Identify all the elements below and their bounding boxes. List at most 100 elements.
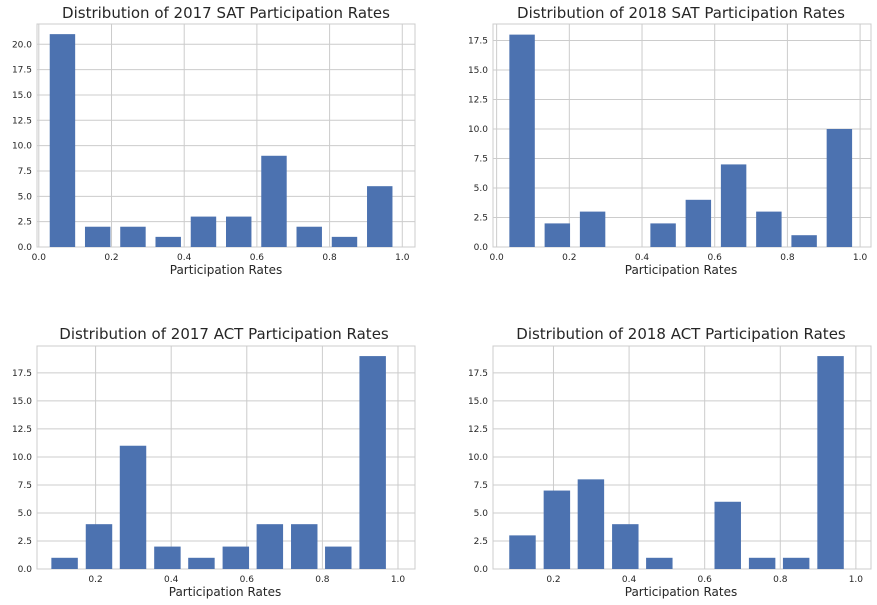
x-tick-label: 0.6 (698, 575, 713, 585)
histogram-bar (509, 535, 536, 569)
histogram-bar (296, 226, 322, 247)
chart-title: Distribution of 2018 ACT Participation R… (516, 325, 846, 343)
x-tick-label: 0.6 (250, 253, 265, 263)
histogram-bar (367, 186, 393, 247)
histogram-bar (226, 216, 252, 247)
chart-title: Distribution of 2017 SAT Participation R… (62, 4, 390, 22)
histogram-bar (119, 445, 147, 569)
x-tick-label: 0.0 (32, 253, 47, 263)
plot-frame (36, 23, 416, 248)
histogram-bar (84, 226, 111, 247)
plot-frame (492, 23, 872, 248)
x-tick-label: 0.8 (315, 575, 330, 585)
histogram-bar (577, 479, 605, 569)
histogram-bar (331, 236, 358, 247)
histogram-bar (120, 226, 146, 247)
x-tick-label: 0.8 (780, 253, 795, 263)
histogram-bar (685, 199, 712, 247)
x-tick-label: 0.2 (546, 575, 560, 585)
y-tick-label: 20.0 (12, 40, 32, 50)
x-tick-label: 0.4 (177, 253, 192, 263)
y-tick-label: 5.0 (18, 192, 33, 202)
y-tick-label: 15.0 (12, 397, 32, 407)
histogram-bar (261, 155, 287, 247)
histogram-bar (49, 34, 76, 247)
histogram-bar (256, 524, 284, 569)
y-tick-label: 12.5 (468, 425, 488, 435)
histogram-bar (155, 236, 181, 247)
histogram-bar (782, 557, 810, 569)
x-tick-label: 0.2 (562, 253, 576, 263)
x-tick-label: 1.0 (395, 253, 410, 263)
y-tick-label: 5.0 (474, 509, 489, 519)
y-tick-label: 0.0 (474, 565, 489, 575)
y-tick-label: 15.0 (12, 91, 32, 101)
chart-2018-act: 0.0 2.5 5.0 7.5 10.0 12.5 15.0 17.5 0.2 0.4 0.6 0.8… (468, 325, 872, 599)
histogram-bar (650, 223, 676, 247)
x-tick-label: 0.4 (635, 253, 650, 263)
y-tick-label: 12.5 (468, 96, 488, 106)
x-tick-label: 0.4 (622, 575, 637, 585)
y-tick-label: 7.5 (474, 481, 488, 491)
x-tick-label: 0.0 (489, 253, 504, 263)
y-tick-label: 0.0 (474, 243, 489, 253)
y-tick-label: 10.0 (12, 142, 32, 152)
y-tick-label: 17.5 (12, 369, 32, 379)
plot-frame (492, 345, 872, 570)
histogram-bar (748, 557, 776, 569)
y-tick-label: 7.5 (474, 155, 488, 165)
y-tick-label: 0.0 (18, 243, 33, 253)
histogram-bar (817, 356, 844, 569)
y-tick-label: 10.0 (468, 125, 488, 135)
x-tick-label: 1.0 (849, 575, 864, 585)
x-axis-label: Participation Rates (625, 263, 738, 277)
histogram-bar (646, 557, 673, 569)
histogram-bar (720, 164, 747, 247)
y-tick-label: 17.5 (468, 37, 488, 47)
histogram-bar (544, 223, 571, 247)
x-tick-label: 1.0 (391, 575, 406, 585)
histogram-bar (612, 524, 639, 569)
histogram-bar (714, 501, 741, 569)
y-tick-label: 7.5 (18, 167, 32, 177)
y-tick-label: 7.5 (18, 481, 32, 491)
x-tick-label: 0.6 (708, 253, 723, 263)
histogram-bar (791, 235, 817, 247)
histogram-bar (188, 557, 215, 569)
histogram-bar (190, 216, 217, 247)
histogram-bar (291, 524, 318, 569)
y-tick-label: 2.5 (474, 214, 488, 224)
histogram-bar (325, 546, 352, 569)
chart-2018-sat: 0.0 2.5 5.0 7.5 10.0 12.5 15.0 17.5 0.0 0.2 0.4 0.6… (468, 4, 872, 277)
x-tick-label: 0.2 (104, 253, 118, 263)
chart-title: Distribution of 2017 ACT Participation R… (59, 325, 389, 343)
x-axis-label: Participation Rates (625, 585, 738, 599)
y-tick-label: 5.0 (18, 509, 33, 519)
y-tick-label: 2.5 (18, 218, 32, 228)
histogram-bar (359, 356, 386, 569)
chart-2017-sat: 0.0 2.5 5.0 7.5 10.0 12.5 15.0 17.5 20.0 0.0 0.2 0.… (12, 4, 416, 277)
x-tick-label: 0.8 (773, 575, 788, 585)
y-tick-label: 15.0 (468, 397, 488, 407)
x-tick-label: 0.4 (164, 575, 179, 585)
histogram-bar (154, 546, 181, 569)
chart-title: Distribution of 2018 SAT Participation R… (517, 4, 845, 22)
y-tick-label: 2.5 (474, 537, 488, 547)
y-tick-label: 10.0 (12, 453, 32, 463)
x-tick-label: 1.0 (853, 253, 868, 263)
histogram-bar (509, 34, 535, 247)
histogram-bar (579, 211, 606, 247)
x-axis-label: Participation Rates (170, 263, 283, 277)
y-tick-label: 15.0 (468, 66, 488, 76)
histogram-bar (51, 557, 78, 569)
y-tick-label: 17.5 (468, 369, 488, 379)
chart-2017-act: 0.0 2.5 5.0 7.5 10.0 12.5 15.0 17.5 0.2 0.4 0.6 0.8… (12, 325, 416, 599)
y-tick-label: 17.5 (12, 66, 32, 76)
x-axis-label: Participation Rates (169, 585, 282, 599)
y-tick-label: 10.0 (468, 453, 488, 463)
histogram-bar (756, 211, 782, 247)
histogram-bar (222, 546, 250, 569)
histogram-bar (85, 524, 113, 569)
y-tick-label: 12.5 (12, 425, 32, 435)
